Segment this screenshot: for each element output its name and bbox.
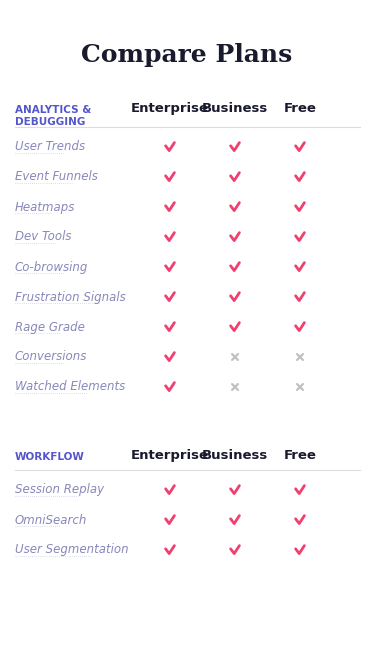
Text: Free: Free [283, 102, 316, 115]
Text: Watched Elements: Watched Elements [15, 380, 125, 394]
Text: OmniSearch: OmniSearch [15, 513, 88, 527]
Text: User Segmentation: User Segmentation [15, 543, 129, 557]
Text: Free: Free [283, 449, 316, 462]
Text: Enterprise: Enterprise [131, 449, 209, 462]
Text: Conversions: Conversions [15, 350, 88, 364]
Text: Co-browsing: Co-browsing [15, 261, 88, 273]
Text: Heatmaps: Heatmaps [15, 201, 76, 213]
Text: Session Replay: Session Replay [15, 483, 104, 497]
Text: Dev Tools: Dev Tools [15, 231, 71, 243]
Text: Frustration Signals: Frustration Signals [15, 291, 126, 303]
Text: Business: Business [202, 449, 268, 462]
Text: ANALYTICS &
DEBUGGING: ANALYTICS & DEBUGGING [15, 105, 91, 128]
Text: Business: Business [202, 102, 268, 115]
Text: WORKFLOW: WORKFLOW [15, 452, 85, 462]
Text: Enterprise: Enterprise [131, 102, 209, 115]
Text: Compare Plans: Compare Plans [82, 43, 292, 67]
Text: Rage Grade: Rage Grade [15, 321, 85, 334]
Text: Event Funnels: Event Funnels [15, 170, 98, 184]
Text: User Trends: User Trends [15, 140, 85, 154]
